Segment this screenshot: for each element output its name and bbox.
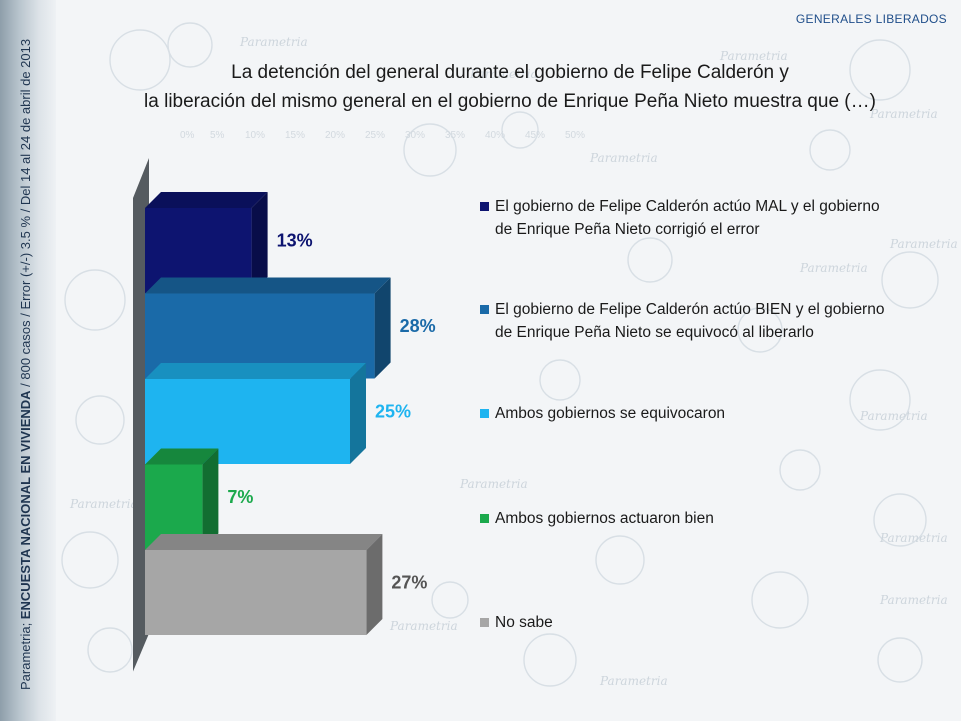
svg-text:20%: 20%: [325, 130, 345, 141]
legend-label-line-2: de Enrique Peña Nieto corrigió el error: [495, 221, 760, 238]
bar-top-face: [145, 277, 391, 294]
legend-label: No sabe: [495, 614, 553, 631]
bar-side-face: [366, 534, 383, 635]
bar-top-face: [145, 534, 383, 550]
legend-swatch: [480, 409, 489, 418]
svg-text:5%: 5%: [210, 130, 225, 141]
legend-swatch: [480, 202, 489, 211]
legend-label: El gobierno de Felipe Calderón actúo MAL…: [495, 198, 880, 215]
svg-text:30%: 30%: [405, 130, 425, 141]
svg-text:Parametria: Parametria: [869, 107, 938, 121]
chart-title-line-1: La detención del general durante el gobi…: [231, 62, 789, 83]
svg-text:Parametria: Parametria: [69, 497, 138, 511]
legend-label: El gobierno de Felipe Calderón actúo BIE…: [495, 301, 885, 318]
legend-label: Ambos gobiernos actuaron bien: [495, 510, 714, 527]
svg-text:Parametria: Parametria: [589, 151, 658, 165]
section-tag: GENERALES LIBERADOS: [795, 12, 947, 26]
data-label: 13%: [277, 231, 313, 251]
svg-text:25%: 25%: [365, 130, 385, 141]
bar-top-face: [145, 448, 219, 465]
bar-top-face: [145, 192, 268, 208]
bar-side-face: [374, 277, 391, 379]
svg-text:Parametria: Parametria: [389, 619, 458, 633]
bar: [145, 550, 367, 635]
data-label: 28%: [400, 316, 436, 336]
bar-top-face: [145, 363, 366, 379]
svg-text:Parametria: Parametria: [239, 35, 308, 49]
svg-text:Parametria: Parametria: [719, 49, 788, 63]
svg-text:Parametria: Parametria: [889, 237, 958, 251]
legend-swatch: [480, 305, 489, 314]
svg-text:35%: 35%: [445, 130, 465, 141]
svg-text:Parametria: Parametria: [879, 531, 948, 545]
svg-text:0%: 0%: [180, 130, 195, 141]
legend-item: El gobierno de Felipe Calderón actúo MAL…: [480, 195, 955, 241]
svg-text:50%: 50%: [565, 130, 585, 141]
data-label: 27%: [391, 573, 427, 593]
svg-text:Parametria: Parametria: [879, 593, 948, 607]
svg-text:Parametria: Parametria: [599, 674, 668, 688]
bar-side-face: [202, 448, 219, 550]
legend-item: Ambos gobiernos se equivocaron: [480, 402, 955, 425]
svg-text:Parametria: Parametria: [469, 67, 538, 81]
data-label: 25%: [375, 402, 411, 422]
legend-swatch: [480, 514, 489, 523]
legend-item: No sabe: [480, 611, 955, 634]
decorative-side-strip: [0, 0, 56, 721]
legend-label-line-2: de Enrique Peña Nieto se equivocó al lib…: [495, 324, 814, 341]
watermark-texts: Parametria Parametria Parametria Paramet…: [69, 35, 958, 688]
svg-text:10%: 10%: [245, 130, 265, 141]
chart-title: La detención del general durante el gobi…: [100, 58, 920, 116]
data-label: 7%: [227, 487, 253, 507]
svg-text:40%: 40%: [485, 130, 505, 141]
legend-item: Ambos gobiernos actuaron bien: [480, 507, 955, 530]
legend-swatch: [480, 618, 489, 627]
svg-text:15%: 15%: [285, 130, 305, 141]
bar-side-face: [251, 192, 268, 293]
svg-text:Parametria: Parametria: [459, 477, 528, 491]
chart-title-line-2: la liberación del mismo general en el go…: [144, 91, 876, 112]
svg-text:Parametria: Parametria: [859, 409, 928, 423]
svg-text:45%: 45%: [525, 130, 545, 141]
svg-text:Parametria: Parametria: [799, 261, 868, 275]
legend-item: El gobierno de Felipe Calderón actúo BIE…: [480, 298, 955, 344]
bar-side-face: [350, 363, 366, 464]
legend-label: Ambos gobiernos se equivocaron: [495, 405, 726, 422]
